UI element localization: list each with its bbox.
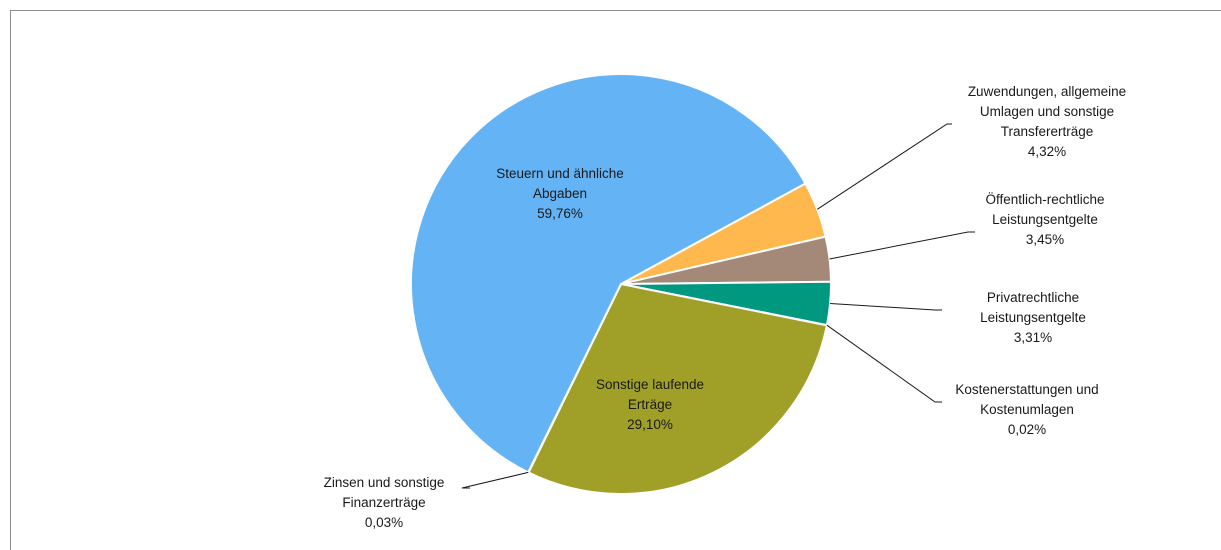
slice-label-3: Kostenerstattungen und Kostenumlagen 0,02% xyxy=(955,382,1098,437)
slice-value-6: 59,76% xyxy=(537,206,583,221)
slice-label-5: Zinsen und sonstige Finanzerträge 0,03% xyxy=(324,475,445,530)
leader-line-1 xyxy=(829,231,975,260)
slice-label-line: Zinsen und sonstige xyxy=(324,475,445,490)
leader-line-0 xyxy=(817,123,952,210)
pie-slices xyxy=(410,73,833,495)
slice-label-line: Kostenumlagen xyxy=(980,402,1074,417)
slice-value-3: 0,02% xyxy=(1008,422,1046,437)
slice-label-line: Umlagen und sonstige xyxy=(980,104,1114,119)
slice-label-line: Privatrechtliche xyxy=(987,290,1079,305)
leader-line-2 xyxy=(830,303,942,311)
leader-line-3 xyxy=(826,324,942,403)
slice-label-4: Sonstige laufende Erträge 29,10% xyxy=(596,377,704,432)
slice-label-line: Leistungsentgelte xyxy=(980,310,1086,325)
slice-label-line: Finanzerträge xyxy=(342,495,425,510)
slice-labels: Zuwendungen, allgemeine Umlagen und sonst… xyxy=(324,84,1127,530)
pie-slice-6 xyxy=(410,73,807,474)
pie-slice-4 xyxy=(527,282,829,495)
slice-label-line: Öffentlich-rechtliche xyxy=(985,192,1104,207)
slice-label-line: Kostenerstattungen und xyxy=(955,382,1098,397)
slice-label-6: Steuern und ähnliche Abgaben 59,76% xyxy=(496,166,624,221)
slice-label-1: Öffentlich-rechtliche Leistungsentgelte 3,… xyxy=(985,192,1104,247)
slice-label-0: Zuwendungen, allgemeine Umlagen und sonst… xyxy=(968,84,1126,159)
slice-label-2: Privatrechtliche Leistungsentgelte 3,31% xyxy=(980,290,1086,345)
slice-label-line: Steuern und ähnliche xyxy=(496,166,624,181)
slice-value-4: 29,10% xyxy=(627,417,673,432)
slice-label-line: Transfererträge xyxy=(1001,124,1094,139)
chart-frame xyxy=(10,10,1221,550)
slice-value-1: 3,45% xyxy=(1026,232,1064,247)
slice-label-line: Leistungsentgelte xyxy=(992,212,1098,227)
leader-line-5 xyxy=(461,471,529,489)
slice-value-5: 0,03% xyxy=(365,515,403,530)
slice-value-2: 3,31% xyxy=(1014,330,1052,345)
slice-label-line: Erträge xyxy=(628,397,672,412)
slice-label-line: Zuwendungen, allgemeine xyxy=(968,84,1126,99)
slice-value-0: 4,32% xyxy=(1028,144,1066,159)
leader-lines xyxy=(461,123,975,489)
slice-label-line: Abgaben xyxy=(533,186,587,201)
slice-label-line: Sonstige laufende xyxy=(596,377,704,392)
